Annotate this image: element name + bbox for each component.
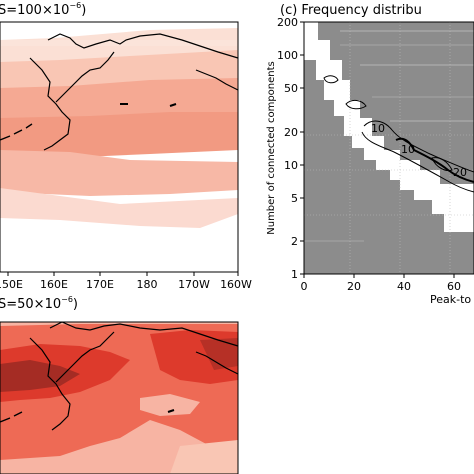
panel-a-map-area [0, 21, 239, 273]
x-tick-label: 0 [301, 280, 308, 293]
panel-c-plot-area: 10 10 20 [303, 21, 474, 275]
y-tick-label: 50 [284, 82, 298, 95]
contour-label: 20 [453, 166, 467, 179]
x-tick-label: 40 [397, 280, 411, 293]
panel-b-map-area [0, 321, 239, 474]
lon-tick-label: 170E [86, 278, 114, 291]
contour-label: 10 [401, 143, 415, 156]
y-axis-label: Number of connected components [266, 61, 277, 235]
y-tick-label: 20 [284, 126, 298, 139]
y-tick-label: 2 [291, 235, 298, 248]
streaks [304, 30, 474, 242]
panel-a-lon-axis: 150E 160E 170E 180 170W 160W [0, 272, 252, 291]
y-tick-label: 1 [291, 268, 298, 281]
panel-c-title: (c) Frequency distribu [280, 3, 422, 18]
x-tick-label: 20 [347, 280, 361, 293]
lon-tick-label: 160E [40, 278, 68, 291]
panel-c-x-axis: 0 20 40 60 Peak-to [301, 274, 471, 306]
y-tick-label: 100 [277, 49, 298, 62]
panel-b-title: S=50×10−6) [0, 295, 78, 312]
panel-c: (c) Frequency distribu [266, 3, 474, 306]
lon-tick-label: 170W [178, 278, 210, 291]
lon-tick-label: 150E [0, 278, 23, 291]
contour-label: 10 [371, 122, 385, 135]
x-axis-label: Peak-to [430, 293, 471, 306]
panel-a: S=100×10−6) [0, 1, 252, 291]
panel-b: S=50×10−6) [0, 295, 239, 474]
contours [323, 75, 474, 193]
panel-a-title: S=100×10−6) [0, 1, 86, 18]
lon-tick-label: 180 [137, 278, 158, 291]
panel-c-y-axis: 200 100 50 20 10 5 2 1 Number of connect… [266, 16, 304, 281]
y-tick-label: 200 [277, 16, 298, 29]
y-tick-label: 10 [284, 159, 298, 172]
lon-tick-label: 160W [220, 278, 252, 291]
x-tick-label: 60 [447, 280, 461, 293]
y-tick-label: 5 [291, 192, 298, 205]
